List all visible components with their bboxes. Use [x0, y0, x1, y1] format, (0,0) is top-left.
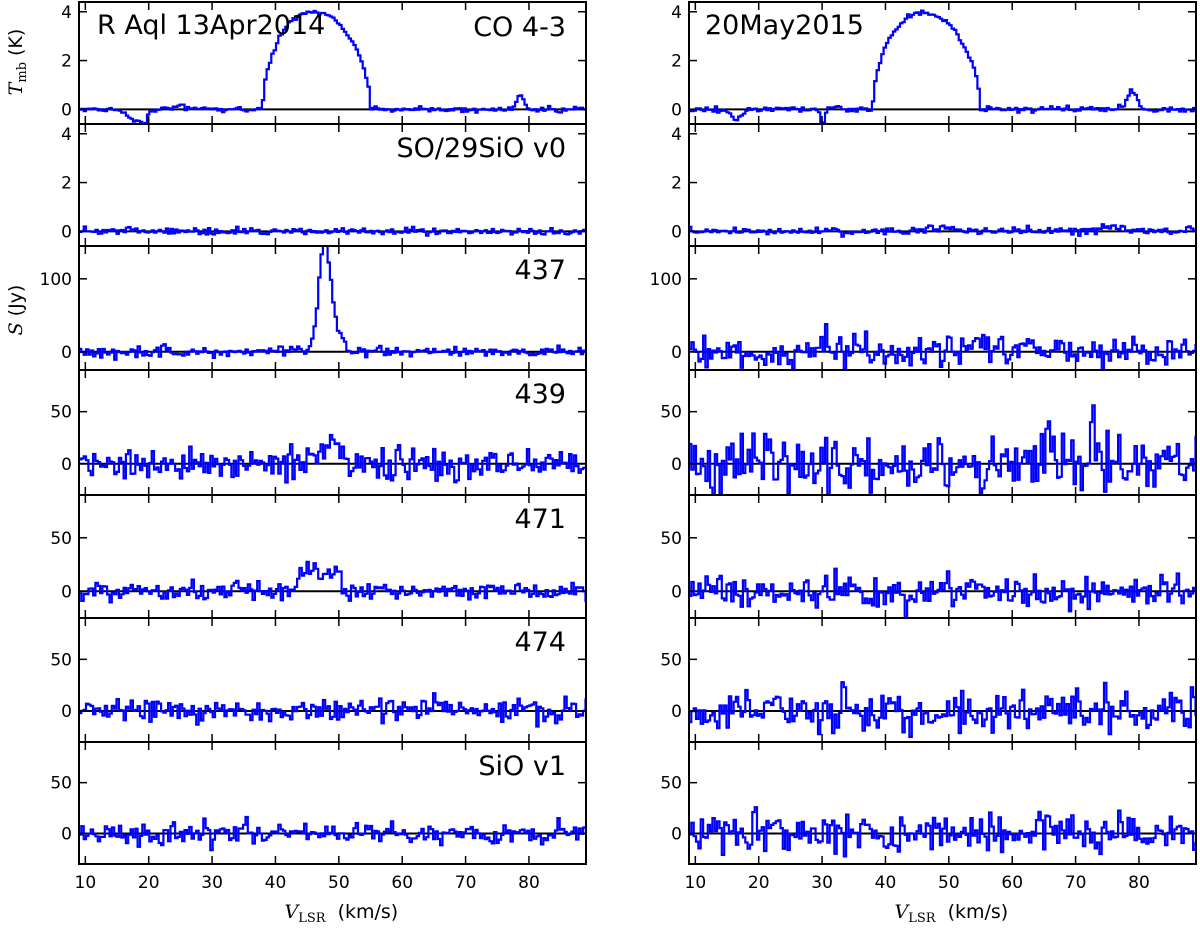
x-tick-label: 70: [1065, 873, 1087, 893]
y-tick-label: 50: [660, 774, 682, 794]
spectrum-line: [79, 560, 586, 604]
y-tick-label: 4: [671, 125, 682, 145]
y-tick-label: 4: [61, 3, 72, 23]
y-tick-label: 0: [671, 100, 682, 120]
y-tick-label: 50: [50, 529, 72, 549]
row-label: SiO v1: [478, 751, 566, 782]
y-tick-label: 0: [61, 702, 72, 722]
y-tick-label: 0: [61, 343, 72, 363]
spectrum-line: [79, 9, 586, 124]
panel-frame: [688, 741, 1197, 865]
y-tick-label: 50: [50, 650, 72, 670]
row-label: CO 4-3: [473, 12, 566, 43]
row-label: 471: [514, 504, 566, 535]
y-tick-label: 50: [660, 529, 682, 549]
x-tick-label: 80: [518, 873, 540, 893]
y-axis-title: S(Jy): [5, 285, 27, 336]
y-tick-label: 100: [40, 270, 72, 290]
spectrum-line: [689, 404, 1196, 495]
spectrum-line: [79, 225, 586, 237]
spectrum-line: [79, 815, 586, 852]
x-axis-title: VLSR (km/s): [285, 901, 399, 926]
panel-6-col-2: 0 50: [660, 617, 1197, 743]
y-tick-label: 2: [61, 174, 72, 194]
panel-frame: [688, 494, 1197, 619]
spectrum-line: [79, 246, 586, 361]
y-tick-label: 50: [660, 403, 682, 423]
panel-3-col-1: 0 100: [40, 245, 587, 371]
spectrum-line: [689, 223, 1196, 238]
y-tick-label: 0: [61, 825, 72, 845]
y-tick-label: 50: [50, 774, 72, 794]
row-label: 437: [514, 255, 566, 286]
panel-3-col-2: 0 100: [650, 245, 1197, 371]
panel-frame: [688, 617, 1197, 743]
x-tick-label: 10: [75, 873, 97, 893]
x-tick-label: 30: [811, 873, 833, 893]
y-tick-label: 100: [650, 270, 682, 290]
spectrum-line: [689, 681, 1196, 738]
x-tick-label: 70: [455, 873, 477, 893]
y-tick-label: 0: [671, 702, 682, 722]
x-tick-label: 40: [875, 873, 897, 893]
spectrum-line: [689, 9, 1196, 124]
y-tick-label: 2: [61, 52, 72, 72]
x-tick-label: 40: [265, 873, 287, 893]
spectrum-line: [79, 433, 586, 484]
y-tick-label: 0: [671, 825, 682, 845]
panel-5-col-1: 0 50: [50, 494, 587, 619]
spectrum-line: [689, 323, 1196, 370]
column-title: R Aql 13Apr2014: [97, 10, 325, 41]
row-label: 439: [514, 379, 566, 410]
y-tick-label: 4: [671, 3, 682, 23]
x-tick-label: 50: [328, 873, 350, 893]
panel-7-col-2: 0 50 10 20 30 40 50 60 70 80: [660, 741, 1197, 893]
x-tick-label: 10: [685, 873, 707, 893]
column-title: 20May2015: [705, 10, 864, 41]
x-tick-label: 60: [391, 873, 413, 893]
y-tick-label: 4: [61, 125, 72, 145]
spectrum-line: [689, 567, 1196, 618]
panel-4-col-2: 0 50: [660, 369, 1197, 496]
y-tick-label: 50: [50, 403, 72, 423]
x-tick-label: 30: [201, 873, 223, 893]
y-tick-label: 0: [61, 222, 72, 242]
row-label: 474: [514, 627, 566, 658]
panel-6-col-1: 0 50: [50, 617, 587, 743]
y-tick-label: 0: [61, 455, 72, 475]
y-tick-label: 0: [671, 455, 682, 475]
panel-2-col-1: 0 2 4: [61, 123, 587, 247]
y-tick-label: 0: [61, 582, 72, 602]
y-axis-title: Tmb(K): [5, 29, 30, 96]
panel-frame: [78, 369, 587, 496]
y-tick-label: 0: [671, 222, 682, 242]
spectrum-line: [79, 692, 586, 728]
x-tick-label: 60: [1001, 873, 1023, 893]
x-tick-label: 20: [138, 873, 160, 893]
panel-frame: [78, 494, 587, 619]
panel-2-col-2: 0 2 4: [671, 123, 1197, 247]
y-tick-label: 0: [671, 343, 682, 363]
y-tick-label: 0: [671, 582, 682, 602]
y-tick-label: 2: [671, 52, 682, 72]
x-axis-title: VLSR (km/s): [895, 901, 1009, 926]
y-tick-label: 2: [671, 174, 682, 194]
panel-4-col-1: 0 50: [50, 369, 587, 496]
panel-frame: [78, 617, 587, 743]
panel-5-col-2: 0 50: [660, 494, 1197, 619]
x-tick-label: 80: [1128, 873, 1150, 893]
y-tick-label: 50: [660, 650, 682, 670]
x-tick-label: 50: [938, 873, 960, 893]
panel-frame: [78, 741, 587, 865]
row-label: SO/29SiO v0: [397, 133, 566, 164]
panel-7-col-1: 0 50 10 20 30 40 50 60 70 80: [50, 741, 587, 893]
x-tick-label: 20: [748, 873, 770, 893]
y-tick-label: 0: [61, 100, 72, 120]
spectrum-line: [689, 806, 1196, 858]
